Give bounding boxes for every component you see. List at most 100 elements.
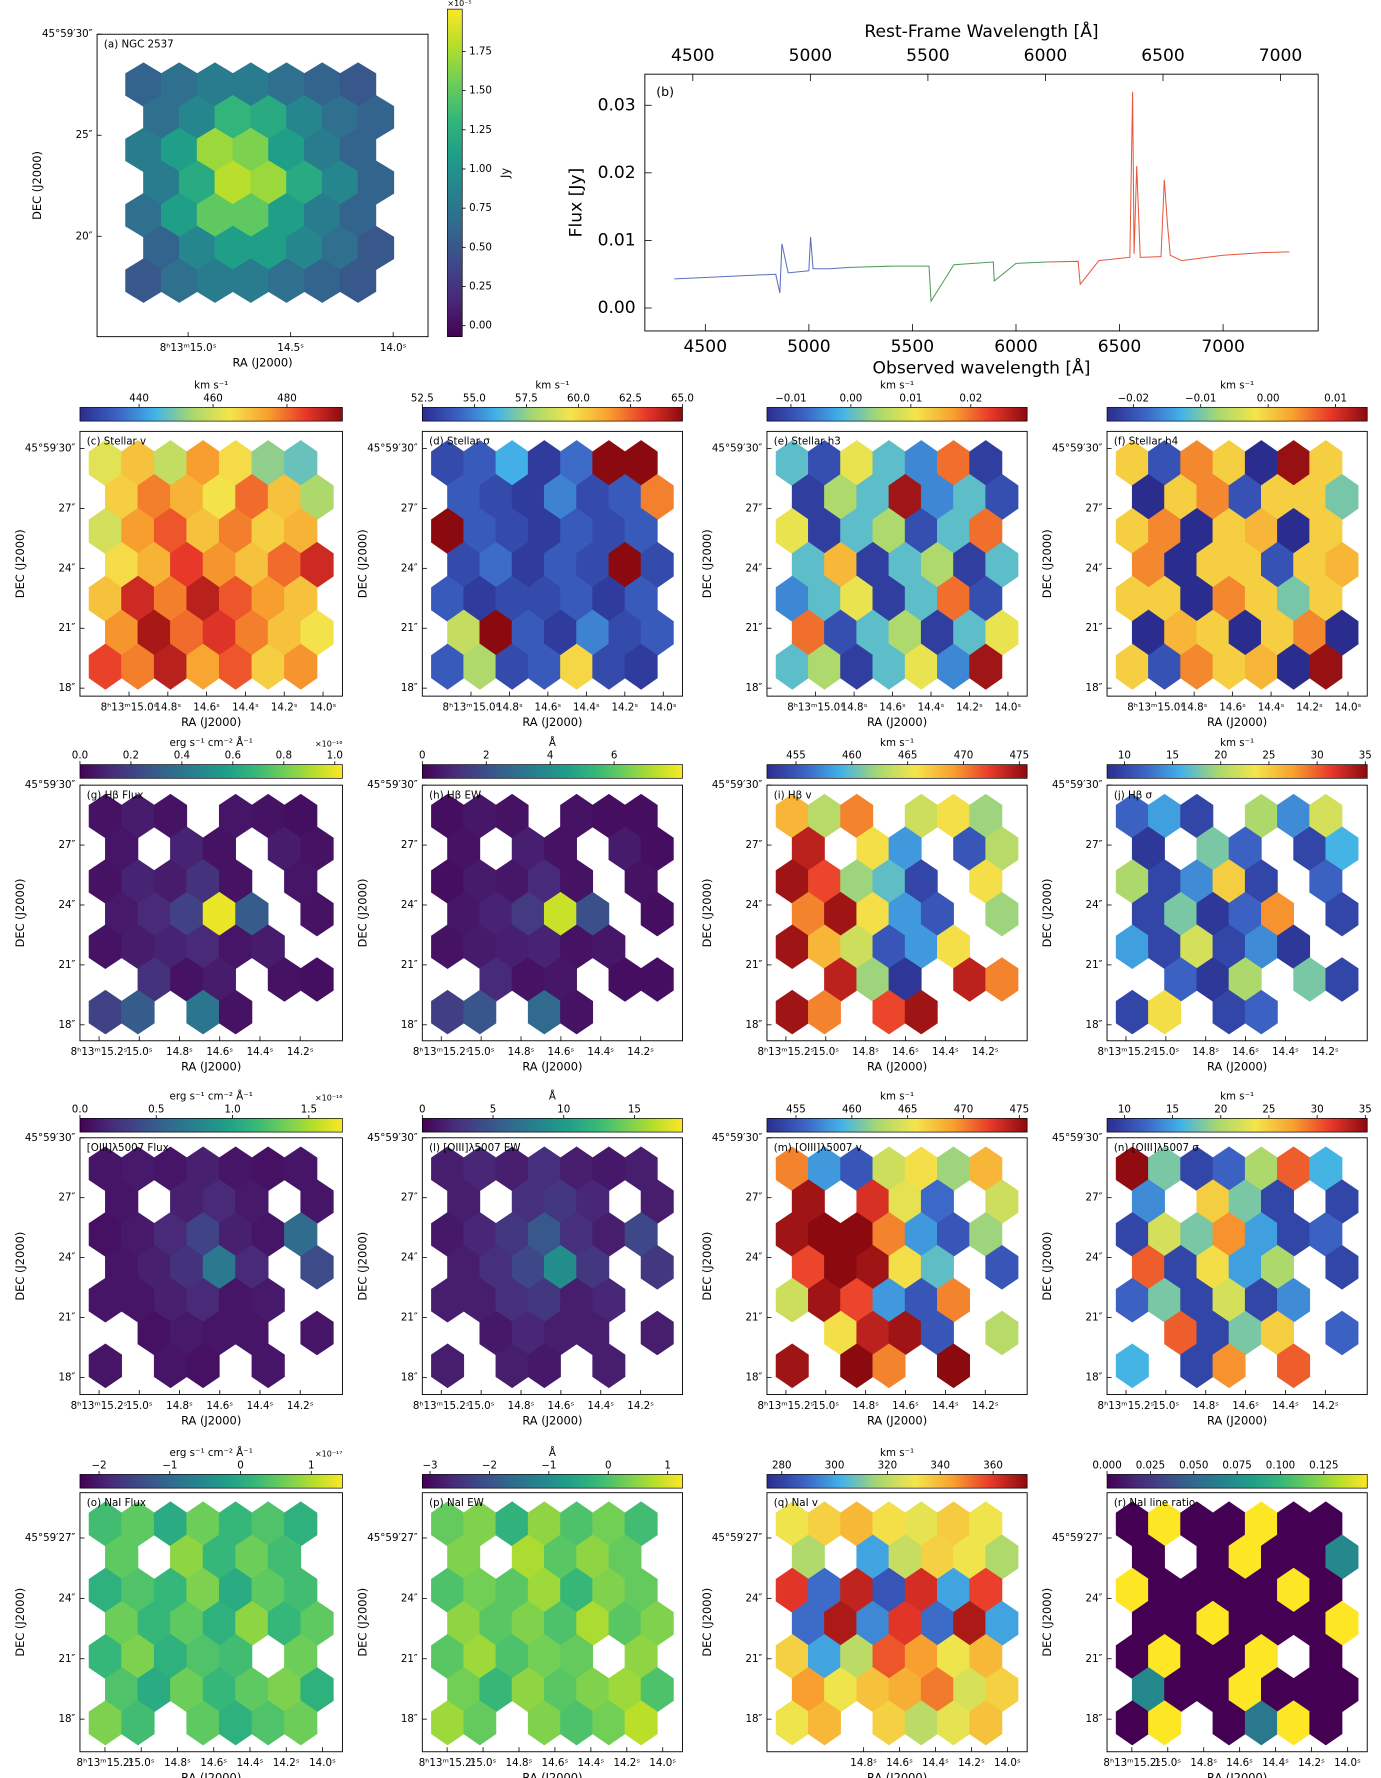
x-tick-label: 14.4ˢ: [578, 1757, 605, 1769]
x-tick-label: 14.0ˢ: [994, 1757, 1021, 1769]
axes-frame: [1106, 1492, 1368, 1753]
x-tick-label: 14.8ˢ: [850, 1757, 877, 1769]
y-tick-label: 21″: [58, 1311, 75, 1323]
x-tick-label: 14.0ˢ: [1334, 1757, 1361, 1769]
y-tick-label: 21″: [1086, 1653, 1103, 1665]
hex-bin: [88, 989, 122, 1035]
x2-tick-label: 7000: [1259, 46, 1303, 66]
y-tick-label: 45°59′30″: [1052, 779, 1103, 791]
y-tick-label: 24″: [1086, 1592, 1103, 1604]
y-axis-label: DEC (J2000): [30, 151, 44, 220]
colorbar: [79, 1474, 343, 1489]
x-tick-label: 14.2ˢ: [611, 702, 638, 714]
x-tick-label: 14.4ˢ: [1258, 702, 1285, 714]
x-tick-label: 6500: [1098, 337, 1142, 357]
axes-frame: [421, 1492, 683, 1753]
x-tick-label: 14.0ˢ: [380, 342, 407, 354]
colorbar: [1106, 407, 1368, 422]
x-tick-label: 14.8ˢ: [852, 1400, 879, 1412]
y-tick-label: 45°59′27″: [712, 1532, 763, 1544]
colorbar-tick-label: 0.125: [1309, 1459, 1338, 1471]
colorbar-tick-label: 0: [605, 1459, 612, 1471]
x-tick-label: 15.0ˢ: [1154, 1757, 1181, 1769]
y-tick-label: 18″: [58, 1713, 75, 1725]
hex-bin: [1325, 957, 1359, 1002]
colorbar-tick-label: 0.01: [1324, 392, 1347, 404]
y-tick-label: 27″: [58, 1192, 75, 1204]
x-axis-label: RA (J2000): [522, 1060, 582, 1074]
hex-bin: [985, 891, 1019, 937]
x-tick-label: 14.8ˢ: [166, 1046, 193, 1058]
colorbar: [421, 1118, 683, 1133]
y-tick-label: 45°59′27″: [367, 1532, 418, 1544]
x-tick-label: 15.0ˢ: [812, 1400, 839, 1412]
y-tick-label: 24″: [1086, 899, 1103, 911]
hex-bin: [775, 1343, 809, 1389]
colorbar-offset: ×10⁻¹⁷: [315, 1449, 342, 1458]
axes-frame: [766, 1137, 1028, 1396]
hex-bin: [592, 1343, 626, 1389]
x-tick-label: 14.4ˢ: [1272, 1400, 1299, 1412]
hex-bin: [431, 1343, 465, 1389]
y-tick-label: 24″: [1086, 562, 1103, 574]
colorbar-tick-label: 0.0: [72, 749, 88, 761]
x-tick-label: 14.4ˢ: [1262, 1757, 1289, 1769]
hex-bin: [624, 643, 658, 690]
colorbar-tick-label: 10: [557, 1103, 570, 1115]
axes-frame: [79, 1492, 343, 1753]
x-tick-label: 8ʰ13ᵐ15.0ˢ: [443, 702, 500, 714]
panel-title: (i) Hβ v: [774, 789, 812, 801]
x-axis-label: RA (J2000): [181, 1060, 241, 1074]
colorbar-tick-label: 0: [419, 749, 426, 761]
hex-bin: [624, 1700, 658, 1746]
y-tick-label: 45°59′30″: [367, 443, 418, 455]
x-tick-label: 14.6ˢ: [206, 1046, 233, 1058]
colorbar-tick-label: 0.000: [1092, 1459, 1121, 1471]
y-tick-label: 18″: [58, 1019, 75, 1031]
colorbar-tick-label: 35: [1359, 749, 1372, 761]
x-tick-label: 14.6ˢ: [542, 1757, 569, 1769]
y-tick-label: 27″: [401, 1192, 418, 1204]
x-tick-label: 8ʰ13ᵐ15.2ˢ: [77, 1757, 134, 1769]
hex-bin: [251, 1343, 285, 1389]
y-tick-label: 45°59′30″: [712, 1132, 763, 1144]
colorbar-tick-label: −1: [541, 1459, 556, 1471]
colorbar-tick-label: 340: [930, 1459, 950, 1471]
x-tick-label: 14.4ˢ: [587, 1400, 614, 1412]
hex-bin: [300, 891, 334, 937]
x-axis-label: RA (J2000): [232, 355, 292, 369]
colorbar-tick-label: −0.01: [1185, 392, 1216, 404]
colorbar-tick-label: 6: [611, 749, 618, 761]
x-tick-label: 14.2ˢ: [273, 1757, 300, 1769]
colorbar: [421, 1474, 683, 1489]
x-axis-label: RA (J2000): [1207, 1771, 1267, 1778]
x2-tick-label: 6500: [1141, 46, 1185, 66]
y-tick-label: 18″: [1086, 1713, 1103, 1725]
colorbar-tick-label: −3: [422, 1459, 437, 1471]
colorbar-tick-label: 0.0: [72, 1103, 88, 1115]
colorbar-label: km s⁻¹: [880, 1091, 914, 1103]
hex-bin: [284, 1700, 318, 1746]
x-axis-label: RA (J2000): [867, 1413, 927, 1427]
x2-tick-label: 5000: [789, 46, 833, 66]
colorbar-tick-label: 1.50: [469, 85, 492, 97]
colorbar-tick-label: 0.100: [1266, 1459, 1295, 1471]
hex-bin: [904, 989, 938, 1035]
colorbar-tick-label: 65.0: [671, 392, 694, 404]
axes-frame: [79, 430, 343, 697]
x-tick-label: 14.6ˢ: [1232, 1046, 1259, 1058]
hex-bin: [640, 957, 674, 1002]
colorbar-label: km s⁻¹: [1220, 737, 1254, 749]
y-tick-label: 18″: [1086, 1371, 1103, 1383]
colorbar-tick-label: 1.0: [327, 749, 343, 761]
y-tick-label: 21″: [1086, 1311, 1103, 1323]
colorbar-offset: ×10⁻¹⁶: [315, 740, 342, 749]
y-tick-label: 21″: [745, 1653, 762, 1665]
y-tick-label: 24″: [745, 899, 762, 911]
x-tick-label: 15.0ˢ: [126, 1046, 153, 1058]
colorbar-tick-label: 0.050: [1179, 1459, 1208, 1471]
hex-bin: [463, 1700, 497, 1746]
y-tick-label: 27″: [58, 839, 75, 851]
panel-title: (e) Stellar h3: [774, 436, 841, 448]
y-tick-label: 27″: [745, 1192, 762, 1204]
